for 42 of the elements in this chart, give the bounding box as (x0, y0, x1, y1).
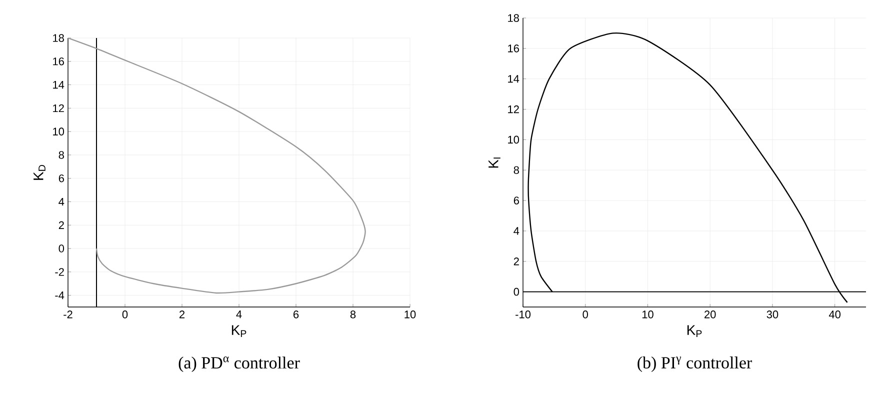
y-tick-label: 0 (58, 244, 64, 252)
y-tick-label: 16 (53, 58, 64, 66)
y-tick-label: 14 (53, 81, 64, 89)
x-tick-label: 6 (294, 310, 299, 318)
y-tick-label: 8 (514, 166, 519, 174)
x-tick-label: 40 (828, 310, 840, 318)
y-tick-label: 6 (514, 196, 519, 204)
y-tick-label: 16 (508, 44, 519, 52)
x-tick-label: -10 (516, 310, 531, 318)
x-tick-label: 2 (179, 310, 185, 318)
y-tick-label: 12 (53, 104, 64, 112)
y-tick-label: -4 (55, 292, 64, 300)
y-tick-label: 4 (58, 198, 64, 206)
x-tick-label: 10 (404, 310, 416, 318)
y-tick-label: 6 (58, 174, 64, 182)
y-tick-label: 18 (53, 34, 64, 42)
y-tick-label: 0 (514, 288, 520, 296)
y-tick-label: 2 (58, 221, 64, 229)
x-tick-label: 30 (766, 310, 778, 318)
x-tick-label: 10 (642, 310, 654, 318)
x-axis-title: K$_{P}$ (687, 325, 702, 337)
x-tick-label: 8 (350, 310, 356, 318)
y-tick-label: -2 (55, 268, 64, 276)
y-tick-label: 10 (508, 136, 520, 144)
y-tick-label: 18 (508, 14, 519, 22)
y-tick-label: 14 (508, 75, 520, 83)
line-series (68, 38, 366, 294)
x-axis-title: K$_{P}$ (232, 325, 246, 337)
y-tick-label: 12 (508, 105, 519, 114)
text: (b) PI$^{γ}$ controller (638, 356, 752, 372)
x-tick-label: 20 (704, 310, 716, 318)
x-tick-label: -2 (64, 310, 72, 318)
y-axis-title: K$_{I}$ (488, 158, 500, 168)
x-tick-label: 0 (582, 310, 588, 318)
x-tick-label: 4 (236, 310, 242, 318)
y-axis-title: K$_{D}$ (34, 165, 46, 180)
y-tick-label: 4 (514, 227, 520, 235)
text: (a) PD$^{α}$ controller (178, 356, 300, 372)
x-tick-label: 0 (122, 310, 128, 318)
y-tick-label: 2 (514, 258, 519, 266)
y-tick-label: 10 (53, 128, 64, 136)
y-tick-label: 8 (58, 151, 64, 159)
